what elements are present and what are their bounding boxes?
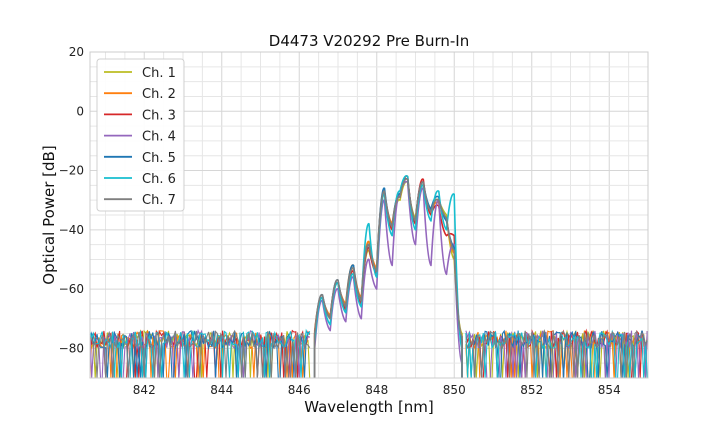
x-axis-title: Wavelength [nm] bbox=[304, 398, 434, 416]
noise-trace bbox=[89, 329, 310, 379]
x-tick-label: 850 bbox=[443, 383, 466, 397]
noise-trace bbox=[465, 329, 648, 379]
x-tick-label: 842 bbox=[133, 383, 156, 397]
legend-label: Ch. 4 bbox=[142, 130, 176, 145]
y-tick-label: −80 bbox=[59, 341, 84, 355]
tick-labels: 842 844 846 848 850 852 854 20 0 −20 −40 −60 −80 bbox=[59, 45, 621, 397]
legend: Ch. 1 Ch. 2 Ch. 3 Ch. 4 Ch. 5 Ch. 6 Ch. 7 bbox=[96, 58, 185, 212]
x-tick-label: 852 bbox=[520, 383, 543, 397]
plot-area-frame bbox=[89, 51, 649, 379]
y-axis-title: Optical Power [dB] bbox=[40, 145, 58, 284]
legend-box bbox=[96, 58, 185, 212]
chart-title: D4473 V20292 Pre Burn-In bbox=[269, 32, 469, 50]
legend-label: Ch. 3 bbox=[142, 108, 176, 123]
legend-label: Ch. 1 bbox=[142, 66, 176, 81]
y-tick-label: −20 bbox=[59, 164, 84, 178]
x-tick-label: 854 bbox=[598, 383, 621, 397]
series-lines bbox=[313, 175, 463, 378]
y-tick-label: 20 bbox=[69, 45, 84, 59]
legend-label: Ch. 2 bbox=[142, 87, 176, 102]
x-tick-label: 848 bbox=[365, 383, 388, 397]
series-line-7 bbox=[313, 178, 463, 378]
legend-label: Ch. 6 bbox=[142, 172, 176, 187]
x-tick-label: 846 bbox=[288, 383, 311, 397]
y-tick-label: −60 bbox=[59, 282, 84, 296]
y-tick-label: 0 bbox=[76, 104, 84, 118]
y-tick-label: −40 bbox=[59, 223, 84, 237]
legend-label: Ch. 7 bbox=[142, 193, 176, 208]
x-tick-label: 844 bbox=[210, 383, 233, 397]
legend-label: Ch. 5 bbox=[142, 151, 176, 166]
